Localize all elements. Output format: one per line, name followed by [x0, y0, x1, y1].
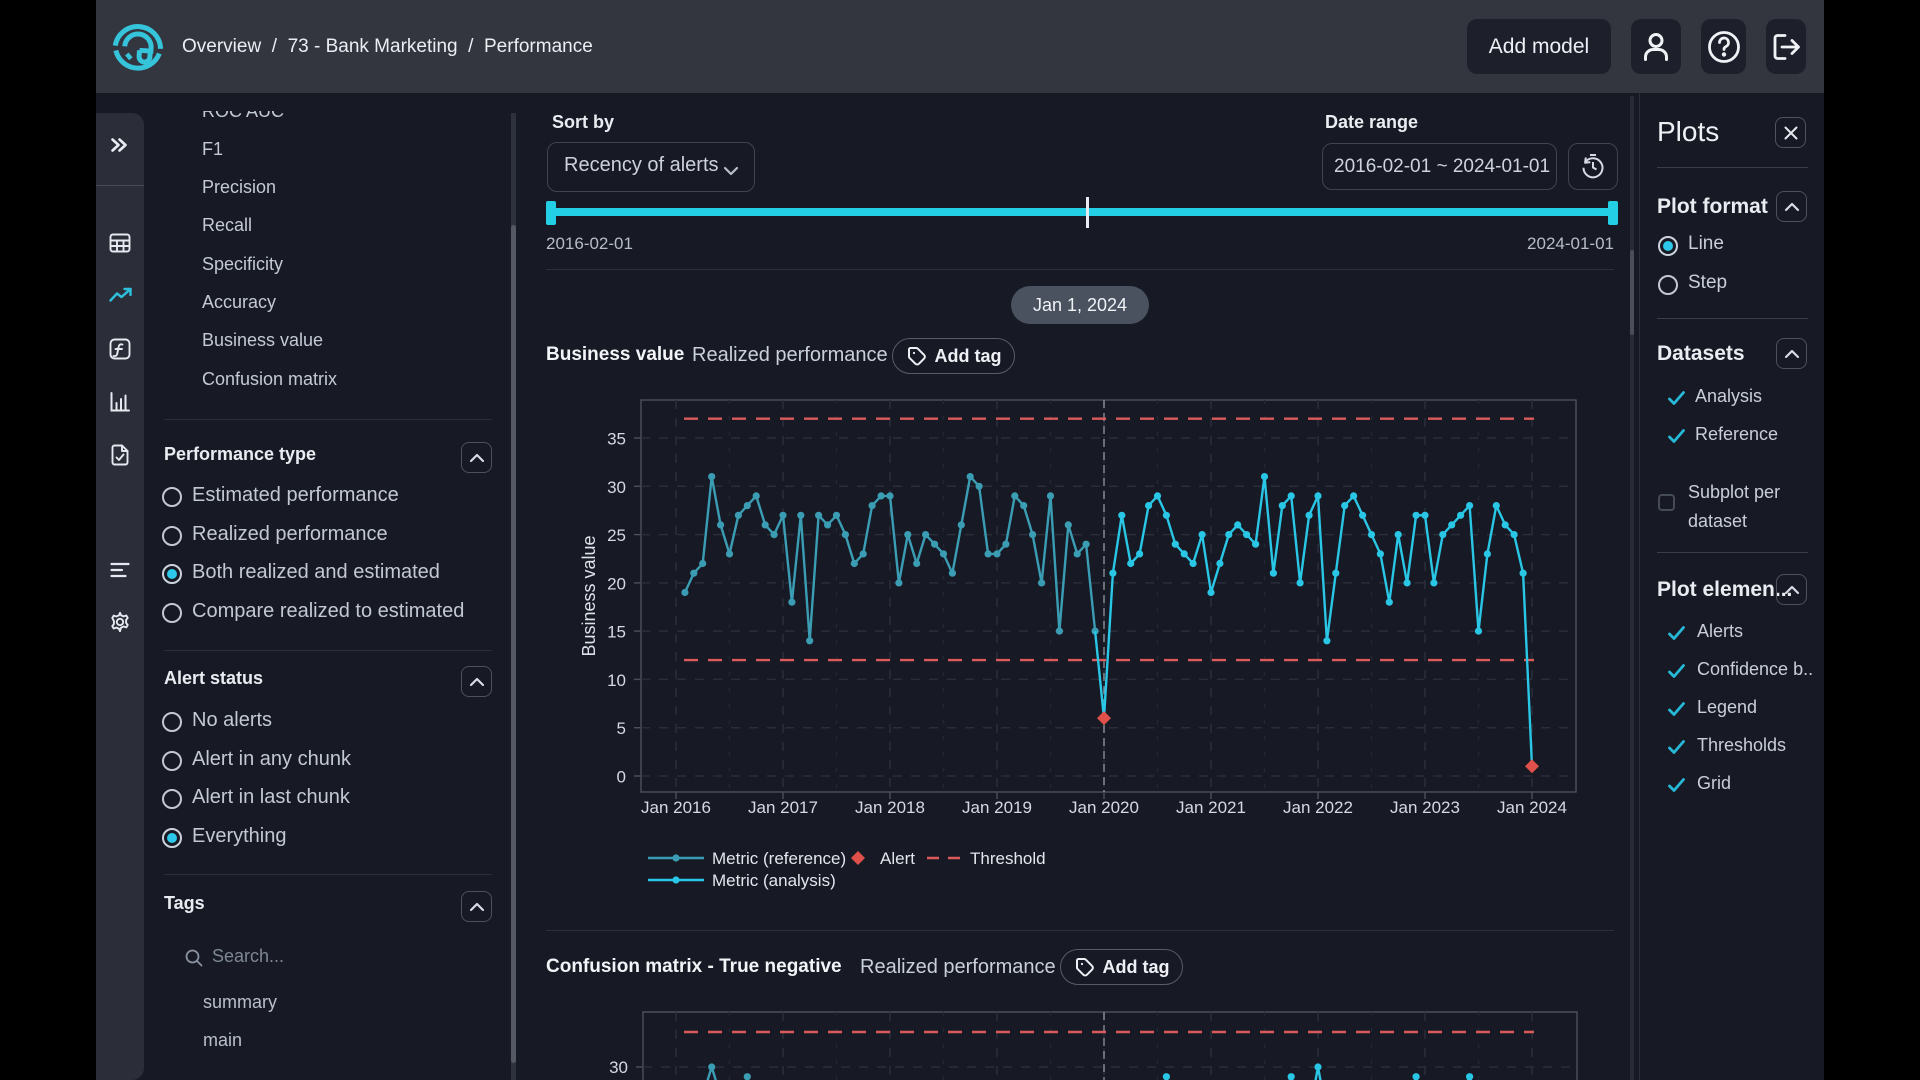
svg-text:Jan 2017: Jan 2017	[748, 798, 818, 817]
svg-text:25: 25	[607, 526, 626, 545]
svg-text:Metric (analysis): Metric (analysis)	[712, 871, 836, 890]
svg-text:10: 10	[607, 671, 626, 690]
svg-text:Jan 2020: Jan 2020	[1069, 798, 1139, 817]
svg-text:Jan 2022: Jan 2022	[1283, 798, 1353, 817]
svg-text:Jan 2024: Jan 2024	[1497, 798, 1567, 817]
svg-text:Jan 2021: Jan 2021	[1176, 798, 1246, 817]
svg-text:Metric (reference): Metric (reference)	[712, 849, 846, 868]
svg-text:30: 30	[609, 1058, 628, 1077]
svg-text:35: 35	[607, 430, 626, 449]
svg-text:Jan 2019: Jan 2019	[962, 798, 1032, 817]
svg-text:Alert: Alert	[880, 849, 915, 868]
svg-text:20: 20	[607, 574, 626, 593]
svg-text:5: 5	[617, 719, 626, 738]
svg-text:0: 0	[617, 768, 626, 787]
svg-text:Business value: Business value	[579, 535, 599, 656]
svg-text:15: 15	[607, 623, 626, 642]
svg-text:30: 30	[607, 478, 626, 497]
svg-text:Jan 2016: Jan 2016	[641, 798, 711, 817]
svg-text:Jan 2023: Jan 2023	[1390, 798, 1460, 817]
svg-text:Jan 2018: Jan 2018	[855, 798, 925, 817]
svg-text:Threshold: Threshold	[970, 849, 1046, 868]
